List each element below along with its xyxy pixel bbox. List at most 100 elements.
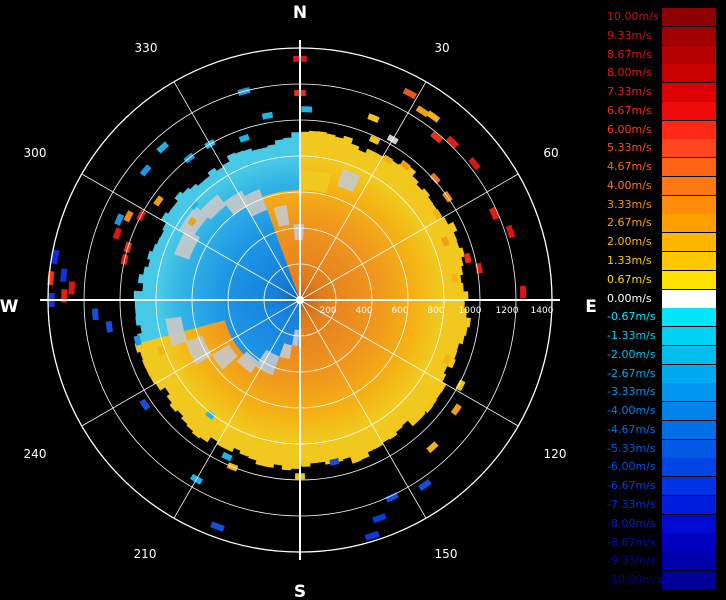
field-wedge [156,237,300,300]
field-wedge [300,216,449,300]
compass-south-label: S [294,582,306,600]
legend-row: -8.00m/s [604,514,716,533]
legend-color-swatch [662,308,716,327]
field-wedge [300,188,431,300]
field-wedge [300,300,448,374]
field-wedge [300,282,464,300]
legend-row: 1.33m/s [604,252,716,270]
echo-bin [468,157,481,171]
legend-value-label: -4.00m/s [607,404,656,418]
echo-bin [463,252,472,264]
field-wedge [300,300,318,464]
field-zero-band [279,343,292,360]
field-wedge [300,300,438,408]
field-wedge [300,148,376,300]
echo-bin [329,458,340,466]
field-wedge [300,135,354,300]
range-label-200: 200 [319,306,336,316]
legend-value-label: 5.33m/s [607,141,652,155]
echo-bin [105,321,114,333]
bearing-label-30: 30 [434,41,449,55]
legend-color-swatch [662,26,716,45]
legend-row: 7.33m/s [604,83,716,102]
bearing-label-300: 300 [24,146,47,160]
echo-bin [123,210,134,223]
echo-bin [440,236,450,247]
legend-color-swatch [662,195,716,214]
legend-color-swatch [662,383,716,402]
echo-bin [221,451,233,462]
legend-color-swatch [662,402,716,421]
legend-value-label: -8.67m/s [607,535,656,549]
field-zero-band [165,316,188,347]
field-zero-band [174,229,200,260]
field-wedge [300,210,442,300]
legend-value-label: -3.33m/s [607,385,656,399]
bearing-spoke-150 [299,299,427,519]
field-wedge [300,159,399,300]
field-wedge [300,300,390,444]
field-zero-band [223,190,250,215]
field-wedge [300,300,384,449]
echo-bin [205,410,216,420]
legend-color-swatch [662,439,716,458]
echo-bin [488,206,500,221]
field-wedge [300,300,426,421]
field-wedge [300,300,409,427]
echo-bin [455,379,466,392]
legend-value-label: -9.33m/s [607,554,656,568]
echo-bin [519,285,527,299]
field-wedge [135,300,300,318]
legend-value-label: -7.33m/s [607,498,656,512]
echo-bin [139,164,152,177]
echo-bin [382,154,394,165]
field-wedge [300,152,384,300]
field-wedge [300,300,442,400]
echo-bin [372,513,387,524]
legend-value-label: -6.00m/s [607,460,656,474]
legend-color-swatch [662,83,716,102]
field-wedge [300,175,419,300]
legend-value-label: -5.33m/s [607,441,656,455]
legend-row: -6.67m/s [604,477,716,496]
legend-value-label: 8.67m/s [607,47,652,61]
bearing-spoke-240 [81,299,301,427]
echo-bin [442,354,452,365]
field-zero-band [185,335,212,365]
echo-bin [187,216,197,227]
bearing-label-210: 210 [134,547,157,561]
field-wedge [197,180,300,300]
legend-color-swatch [662,477,716,496]
field-wedge [300,300,420,427]
bearing-spoke-60 [299,173,519,301]
field-wedge [300,300,370,460]
legend-row: 2.67m/s [604,214,716,233]
legend-color-swatch [662,496,716,515]
bearing-label-330: 330 [135,41,158,55]
echo-bin [139,398,151,411]
echo-bin [92,308,99,321]
legend-value-label: -6.67m/s [607,479,656,493]
field-wedge [167,206,300,300]
range-label-1000: 1000 [459,306,482,316]
echo-bin [239,447,250,457]
legend-row: -2.67m/s [604,364,716,383]
legend-value-label: 8.00m/s [607,66,652,80]
field-wedge [300,155,392,300]
bearing-label-240: 240 [24,447,47,461]
field-zero-band [200,194,227,220]
echo-bin [422,402,434,414]
echo-bin [157,345,166,356]
echo-bin [301,106,313,113]
radar-ppi-display: N E S W 30 60 120 150 210 240 300 330 20… [0,3,597,600]
legend-value-label: -1.33m/s [607,329,656,343]
field-wedge-n-positive [262,190,300,300]
range-label-1400: 1400 [531,306,554,316]
legend-row: -4.00m/s [604,402,716,421]
legend-color-swatch [662,289,716,308]
field-wedge [300,300,398,440]
legend-row: -10.00m/s [604,571,716,590]
echo-bin [446,135,459,149]
echo-bin [450,403,462,416]
echo-bin [430,131,443,144]
